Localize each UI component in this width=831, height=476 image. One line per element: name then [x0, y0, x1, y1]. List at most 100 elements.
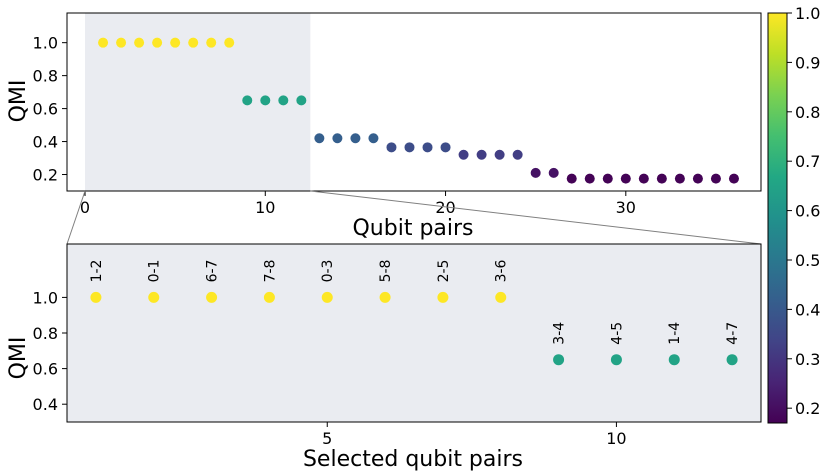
top-data-point	[206, 37, 217, 48]
bottom-y-tick-label: 0.8	[33, 324, 58, 343]
top-data-point	[530, 167, 541, 178]
bottom-x-tick-label: 5	[322, 429, 332, 448]
qubit-pair-label: 4-5	[609, 322, 625, 345]
colorbar-tick-label: 0.3	[795, 350, 820, 369]
top-data-point	[278, 95, 289, 106]
top-data-point	[116, 37, 127, 48]
top-data-point	[674, 173, 685, 184]
bottom-data-point	[90, 291, 102, 303]
top-data-point	[638, 173, 649, 184]
qubit-pair-label: 6-7	[205, 260, 221, 283]
top-data-point	[476, 149, 487, 160]
top-data-point	[170, 37, 181, 48]
top-data-point	[242, 95, 253, 106]
top-x-tick-label: 10	[255, 198, 275, 217]
top-data-point	[98, 37, 109, 48]
top-data-point	[656, 173, 667, 184]
colorbar-tick-label: 0.2	[795, 399, 820, 418]
top-data-point	[710, 173, 721, 184]
bottom-data-point	[206, 291, 218, 303]
qubit-pair-label: 2-5	[436, 260, 452, 283]
colorbar-tick-label: 0.8	[795, 103, 820, 122]
colorbar: 0.2 0.3 0.4 0.5 0.6 0.7 0.8 0.9 1.0	[767, 4, 820, 424]
bottom-data-point	[610, 354, 622, 366]
qubit-pair-label: 0-1	[147, 260, 163, 283]
top-data-point	[494, 149, 505, 160]
top-plot-frame	[66, 12, 762, 192]
top-y-axis-label: QMI	[6, 80, 31, 123]
top-data-point	[566, 173, 577, 184]
colorbar-gradient	[767, 12, 788, 424]
top-x-tick-label: 0	[80, 198, 90, 217]
bottom-data-point	[726, 354, 738, 366]
top-data-point	[548, 167, 559, 178]
bottom-data-point	[553, 354, 565, 366]
bottom-x-axis-label: Selected qubit pairs	[303, 447, 523, 472]
top-data-point	[260, 95, 271, 106]
top-y-tick-label: 0.8	[33, 67, 58, 86]
qubit-pair-label: 4-7	[725, 322, 741, 345]
top-data-point	[458, 149, 469, 160]
connector-line-left	[66, 190, 86, 245]
bottom-data-point	[263, 291, 275, 303]
top-x-tick-label: 20	[435, 198, 455, 217]
top-data-points	[98, 37, 739, 184]
bottom-axis-ticks: 5 10 0.4 0.6 0.8 1.0	[33, 288, 627, 448]
bottom-y-tick-label: 0.6	[33, 360, 58, 379]
top-data-point	[692, 173, 703, 184]
top-data-point	[152, 37, 163, 48]
top-y-tick-label: 0.2	[33, 166, 58, 185]
colorbar-tick-label: 0.9	[795, 53, 820, 72]
bottom-data-point	[437, 291, 449, 303]
bottom-data-points: 1-2 0-1 6-7 7-8 0-3 5-8 2-5 3-6 3-4 4-5 1-4 4-7	[89, 259, 741, 366]
colorbar-tick-label: 0.6	[795, 202, 820, 221]
top-data-point	[386, 142, 397, 153]
colorbar-ticks: 0.2 0.3 0.4 0.5 0.6 0.7 0.8 0.9 1.0	[787, 4, 820, 418]
colorbar-tick-label: 0.5	[795, 251, 820, 270]
bottom-panel: 1-2 0-1 6-7 7-8 0-3 5-8 2-5 3-6 3-4 4-5 1-4 4-7 5 10…	[6, 243, 762, 472]
qubit-pair-label: 3-6	[494, 259, 510, 282]
top-data-point	[512, 149, 523, 160]
bottom-data-point	[379, 291, 391, 303]
top-data-point	[314, 133, 325, 144]
top-y-tick-label: 1.0	[33, 34, 58, 53]
top-data-point	[350, 133, 361, 144]
top-data-point	[296, 95, 307, 106]
top-data-point	[332, 133, 343, 144]
bottom-data-point	[495, 291, 507, 303]
colorbar-tick-label: 0.7	[795, 152, 820, 171]
qubit-pair-label: 3-4	[552, 322, 568, 345]
bottom-data-point	[148, 291, 160, 303]
colorbar-tick-label: 1.0	[795, 4, 820, 23]
top-data-point	[224, 37, 235, 48]
qubit-pair-label: 7-8	[262, 260, 278, 283]
bottom-plot-background	[67, 244, 761, 422]
qubit-pair-label: 1-2	[89, 260, 105, 283]
top-data-point	[440, 142, 451, 153]
qubit-pair-label: 1-4	[667, 322, 683, 345]
bottom-y-tick-label: 1.0	[33, 288, 58, 307]
colorbar-tick-label: 0.4	[795, 300, 820, 319]
top-x-axis-label: Qubit pairs	[352, 216, 473, 241]
top-data-point	[602, 173, 613, 184]
bottom-data-point	[321, 291, 333, 303]
qubit-pair-label: 0-3	[320, 260, 336, 283]
top-data-point	[584, 173, 595, 184]
top-data-point	[422, 142, 433, 153]
connector-line-right	[310, 190, 762, 245]
top-data-point	[368, 133, 379, 144]
top-axis-ticks: 0 10 20 30 0.2 0.4 0.6 0.8 1.0	[33, 34, 636, 217]
bottom-data-point	[668, 354, 680, 366]
zoom-connectors	[66, 190, 762, 245]
top-data-point	[404, 142, 415, 153]
top-x-tick-label: 30	[616, 198, 636, 217]
top-data-point	[188, 37, 199, 48]
qubit-pair-label: 5-8	[378, 260, 394, 283]
top-data-point	[134, 37, 145, 48]
top-y-tick-label: 0.6	[33, 100, 58, 119]
top-data-point	[728, 173, 739, 184]
top-y-tick-label: 0.4	[33, 133, 58, 152]
top-panel: 0 10 20 30 0.2 0.4 0.6 0.8 1.0 Qubit pairs QMI	[6, 12, 762, 241]
top-data-point	[620, 173, 631, 184]
